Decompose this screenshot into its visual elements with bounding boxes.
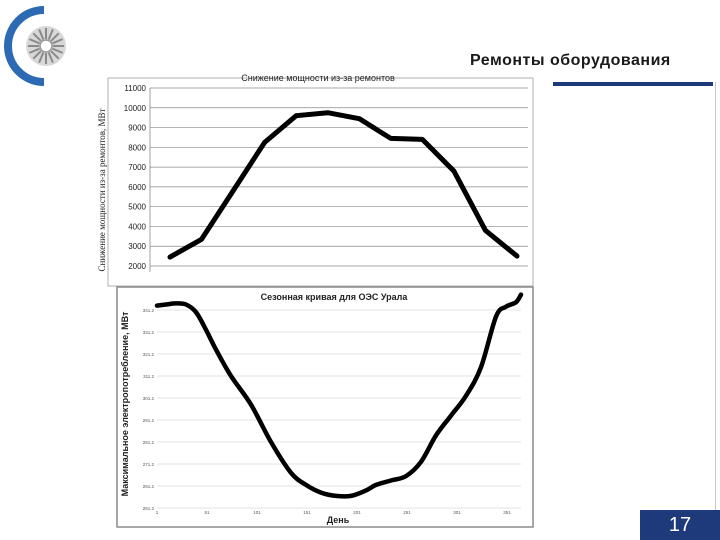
bottom-xtick-label: 151 [303,510,311,515]
top-chart-ylabel: Снижение мощности из-за ремонтов, МВт [97,108,107,271]
bottom-ytick-label: 321.2 [143,352,155,357]
bottom-xtick-label: 301 [453,510,461,515]
bottom-ytick-label: 331.2 [143,330,155,335]
top-ytick-label: 11000 [124,84,146,93]
top-ytick-label: 9000 [128,124,146,133]
bottom-xtick-label: 51 [204,510,210,515]
company-logo [4,6,66,86]
bottom-ytick-label: 311.2 [143,374,154,379]
top-ytick-label: 5000 [128,203,146,212]
bottom-chart-xticks: 1 51 101 151 201 251 301 351 [156,510,512,515]
bottom-ytick-label: 301.2 [143,396,155,401]
slide-title: Ремонты оборудования [470,52,671,69]
title-underline [553,82,713,86]
bottom-ytick-label: 251.2 [143,506,155,511]
bottom-chart-xlabel: День [327,515,350,525]
bottom-ytick-label: 281.2 [143,440,155,445]
top-ytick-label: 8000 [128,143,146,152]
top-ytick-label: 10000 [124,104,147,113]
bottom-chart-frame [116,286,534,528]
bottom-ytick-label: 271.2 [143,462,155,467]
top-ytick-label: 6000 [128,183,146,192]
top-ytick-label: 4000 [128,222,146,231]
bottom-ytick-label: 341.2 [143,308,155,313]
top-chart-series-line [167,110,520,260]
top-ytick-label: 3000 [128,242,146,251]
bottom-xtick-label: 251 [403,510,411,515]
bottom-chart-series-line [154,292,524,499]
bottom-ytick-label: 291.2 [143,418,155,423]
bottom-chart-title: Сезонная кривая для ОЭС Урала [261,292,409,302]
slide-border [715,82,716,537]
top-chart-title: Снижение мощности из-за ремонтов [241,73,395,83]
top-ytick-label: 2000 [128,262,146,271]
top-ytick-label: 7000 [128,163,146,172]
bottom-xtick-label: 351 [503,510,511,515]
bottom-xtick-label: 1 [156,510,159,515]
bottom-chart-grid [157,309,521,509]
bottom-ytick-label: 261.2 [143,484,155,489]
bottom-chart-yticks: 251.2 261.2 271.2 281.2 291.2 301.2 311.2 321.2… [143,308,155,511]
bottom-xtick-label: 201 [353,510,361,515]
top-chart-grid [149,87,528,272]
page-number: 17 [640,510,720,540]
bottom-xtick-label: 101 [253,510,261,515]
bottom-chart-ylabel: Максимальное электропотребление, МВт [120,311,130,496]
top-chart-yticks: 2000 3000 4000 5000 6000 7000 8000 9000 10000 110… [124,84,147,271]
